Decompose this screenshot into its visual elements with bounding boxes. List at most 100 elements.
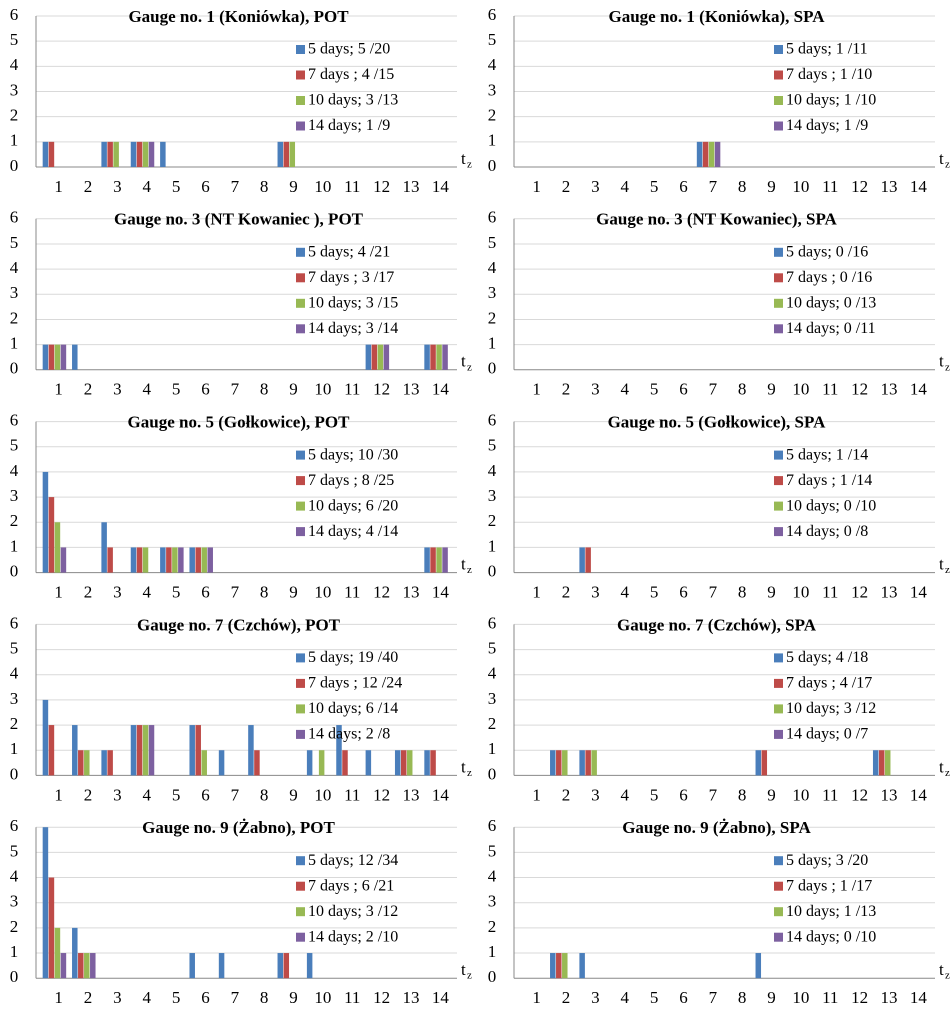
- bar: [424, 750, 430, 776]
- bar: [283, 953, 290, 979]
- legend-swatch: [296, 881, 305, 891]
- x-tick-label: 5: [650, 177, 659, 196]
- x-tick-label: 4: [621, 785, 630, 804]
- bar: [884, 750, 891, 776]
- y-tick-label: 3: [488, 80, 497, 99]
- y-tick-label: 4: [488, 258, 497, 277]
- legend-swatch: [774, 653, 783, 663]
- legend-label: 7 days ; 1 /17: [786, 877, 872, 894]
- x-tick-label: 12: [851, 785, 868, 804]
- legend-swatch: [774, 324, 783, 334]
- y-tick-label: 1: [488, 536, 497, 555]
- bar: [142, 547, 149, 573]
- x-tick-label: 12: [373, 177, 390, 196]
- legend-swatch: [296, 476, 305, 486]
- y-tick-label: 2: [10, 308, 19, 327]
- y-tick-label: 5: [488, 638, 497, 657]
- y-tick-label: 1: [488, 334, 497, 353]
- y-tick-label: 2: [488, 308, 497, 327]
- x-tick-label: 2: [84, 380, 93, 399]
- x-tick-label: 10: [792, 583, 809, 602]
- legend-swatch: [296, 729, 305, 739]
- legend-swatch: [296, 653, 305, 663]
- x-tick-label: 4: [143, 380, 152, 399]
- x-tick-label: 10: [792, 177, 809, 196]
- x-axis-label: t: [939, 149, 944, 168]
- x-tick-label: 10: [314, 988, 331, 1007]
- legend-label: 10 days; 1 /10: [786, 92, 876, 109]
- x-tick-label: 4: [621, 988, 630, 1007]
- bar: [579, 547, 585, 573]
- y-tick-label: 0: [10, 156, 19, 175]
- x-tick-label: 3: [591, 177, 600, 196]
- chart-title: Gauge no. 5 (Gołkowice), SPA: [608, 413, 827, 432]
- y-tick-label: 5: [10, 841, 19, 860]
- x-tick-label: 7: [709, 380, 718, 399]
- x-tick-label: 9: [767, 785, 776, 804]
- y-tick-label: 4: [10, 866, 19, 885]
- y-tick-label: 6: [488, 5, 497, 24]
- x-tick-label: 6: [679, 988, 688, 1007]
- bar: [436, 344, 442, 370]
- bar: [195, 547, 201, 573]
- y-tick-label: 2: [10, 917, 19, 936]
- y-tick-label: 3: [10, 80, 19, 99]
- bar: [142, 141, 149, 167]
- x-tick-label: 8: [260, 380, 269, 399]
- chart-title: Gauge no. 3 (NT Kowaniec), SPA: [596, 210, 837, 229]
- x-tick-label: 13: [402, 785, 419, 804]
- legend-label: 5 days; 12 /34: [308, 852, 398, 869]
- y-tick-label: 3: [488, 486, 497, 505]
- y-tick-label: 6: [488, 208, 497, 227]
- bar: [289, 141, 296, 167]
- legend-label: 5 days; 5 /20: [308, 41, 390, 58]
- x-tick-label: 5: [650, 988, 659, 1007]
- x-tick-label: 12: [851, 988, 868, 1007]
- x-tick-label: 14: [432, 785, 450, 804]
- y-tick-label: 3: [488, 892, 497, 911]
- legend-label: 14 days; 2 /10: [308, 928, 398, 945]
- legend-swatch: [774, 527, 783, 537]
- x-tick-label: 7: [231, 177, 240, 196]
- x-tick-label: 11: [822, 177, 838, 196]
- legend-label: 10 days; 1 /13: [786, 903, 876, 920]
- y-tick-label: 2: [488, 106, 497, 125]
- legend-swatch: [296, 70, 305, 80]
- bar: [277, 141, 284, 167]
- x-tick-label: 3: [113, 177, 122, 196]
- bar: [136, 547, 143, 573]
- y-tick-label: 4: [488, 866, 497, 885]
- bar: [406, 750, 413, 776]
- x-axis-label: t: [461, 960, 466, 979]
- x-tick-label: 13: [880, 380, 897, 399]
- x-tick-label: 14: [910, 785, 928, 804]
- y-tick-label: 0: [10, 967, 19, 986]
- bar: [306, 953, 313, 979]
- x-axis-label-sub: z: [467, 970, 472, 982]
- x-tick-label: 6: [679, 177, 688, 196]
- y-tick-label: 1: [10, 131, 19, 150]
- y-tick-label: 4: [10, 664, 19, 683]
- chart-title: Gauge no. 9 (Żabno), SPA: [622, 818, 811, 837]
- y-tick-label: 4: [10, 461, 19, 480]
- legend-label: 7 days ; 0 /16: [786, 269, 872, 286]
- x-tick-label: 5: [172, 177, 181, 196]
- chart-title: Gauge no. 1 (Koniówka), POT: [128, 7, 349, 26]
- x-tick-label: 7: [709, 785, 718, 804]
- legend-label: 5 days; 4 /18: [786, 649, 868, 666]
- y-tick-label: 5: [10, 30, 19, 49]
- x-axis-label: t: [939, 757, 944, 776]
- legend-label: 14 days; 0 /10: [786, 928, 876, 945]
- x-tick-label: 4: [621, 583, 630, 602]
- x-axis-label: t: [461, 149, 466, 168]
- x-tick-label: 2: [84, 583, 93, 602]
- x-tick-label: 12: [373, 380, 390, 399]
- y-tick-label: 1: [10, 942, 19, 961]
- bar: [90, 953, 96, 979]
- bar: [48, 877, 55, 979]
- bar: [42, 827, 49, 979]
- x-tick-label: 12: [373, 583, 390, 602]
- bar: [166, 547, 172, 573]
- x-axis-label: t: [939, 960, 944, 979]
- bar: [579, 750, 585, 776]
